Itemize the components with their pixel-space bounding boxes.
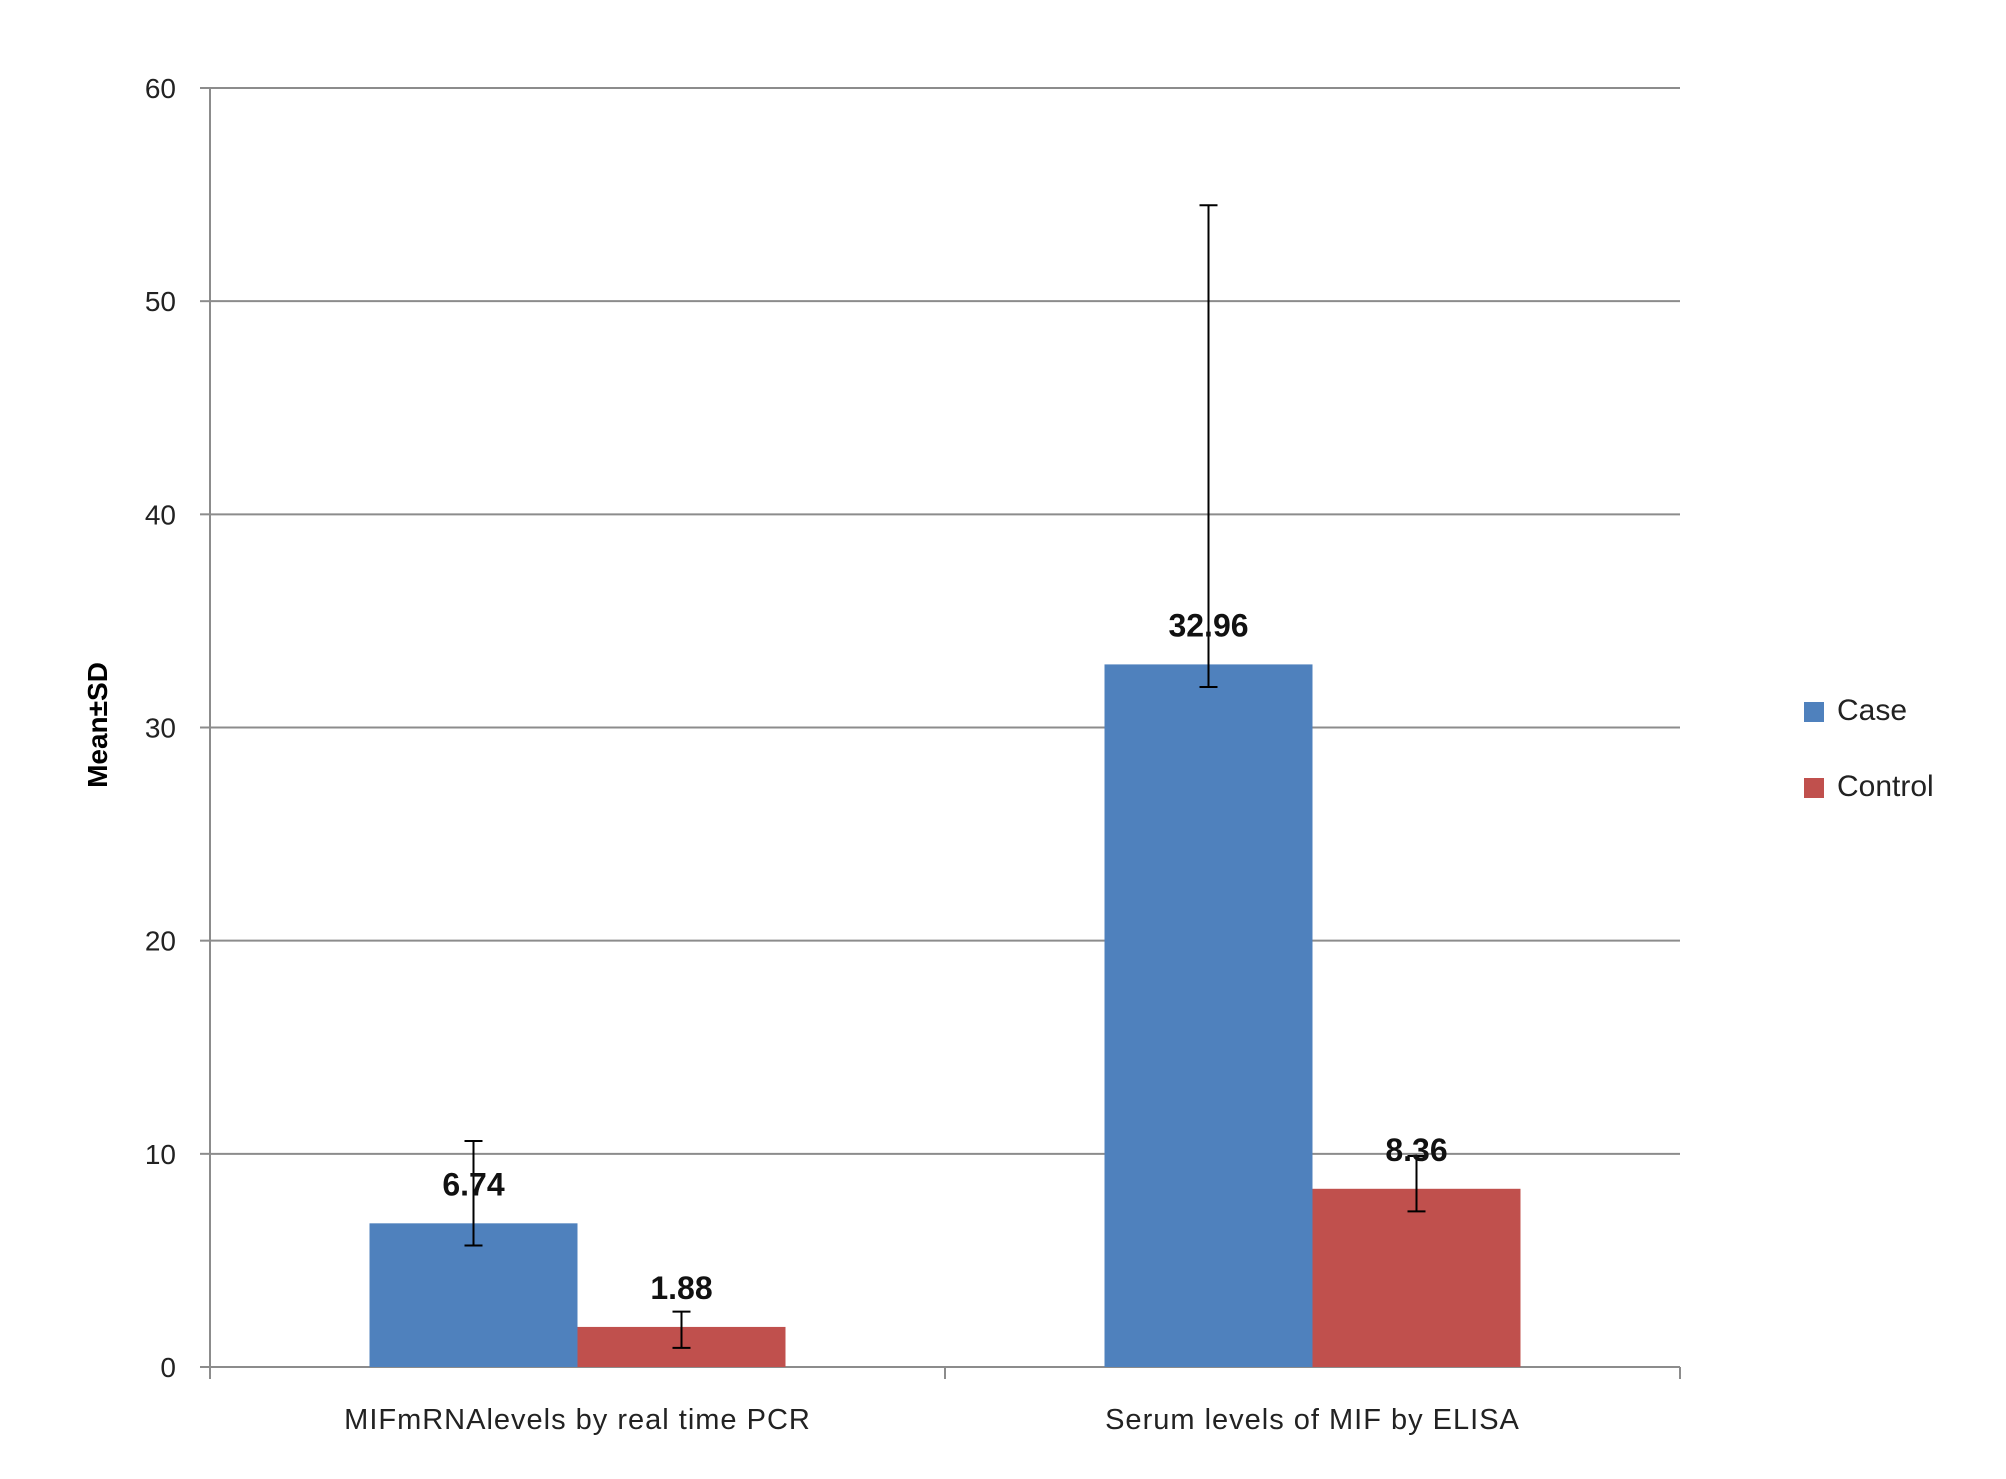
bar-control <box>1312 1188 1521 1367</box>
error-bars <box>464 204 1426 1349</box>
gridlines <box>210 87 1680 1368</box>
x-category-label: MIFmRNAlevels by real time PCR <box>344 1404 811 1436</box>
bar-case <box>1104 664 1313 1367</box>
x-category-label: Serum levels of MIF by ELISA <box>1105 1404 1520 1436</box>
axes: 0 10 20 30 40 50 60 MIFmRNAlevels by real time … <box>145 73 1681 1436</box>
y-tick-label: 40 <box>145 499 176 530</box>
y-tick-label: 60 <box>145 73 176 104</box>
y-tick-label: 30 <box>145 713 176 744</box>
data-labels: 6.74 1.88 32.96 8.36 <box>442 607 1447 1306</box>
y-tick-label: 0 <box>160 1352 176 1383</box>
data-label: 32.96 <box>1168 607 1248 643</box>
data-label: 6.74 <box>442 1166 504 1202</box>
bars <box>369 664 1521 1367</box>
legend-swatch-control <box>1804 778 1824 798</box>
y-axis-title: Mean±SD <box>82 662 113 788</box>
y-tick-label: 50 <box>145 286 176 317</box>
legend-swatch-case <box>1804 702 1824 722</box>
bar-case <box>369 1223 578 1367</box>
data-label: 1.88 <box>650 1270 712 1306</box>
data-label: 8.36 <box>1385 1132 1447 1168</box>
legend-label-control: Control <box>1837 770 1934 803</box>
legend-label-case: Case <box>1837 694 1907 727</box>
y-tick-label: 20 <box>145 926 176 957</box>
y-tick-label: 10 <box>145 1139 176 1170</box>
legend: Case Control <box>1804 694 1934 803</box>
